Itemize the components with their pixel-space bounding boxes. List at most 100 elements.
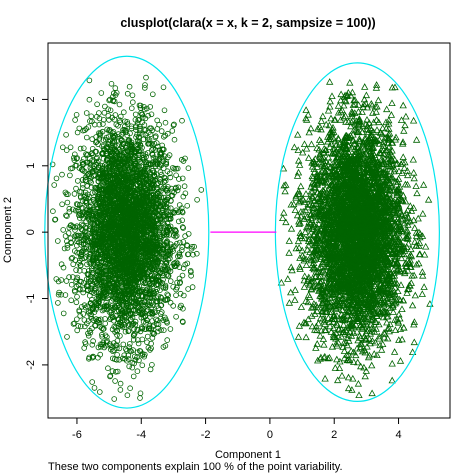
data-point xyxy=(177,239,183,246)
data-point xyxy=(73,185,79,192)
data-point xyxy=(188,272,194,279)
data-point xyxy=(182,190,189,197)
data-point xyxy=(396,357,405,364)
data-point xyxy=(125,328,132,335)
data-point xyxy=(126,344,132,350)
data-point xyxy=(124,392,131,399)
data-point xyxy=(163,200,170,207)
data-point xyxy=(198,187,205,193)
data-point xyxy=(120,341,127,348)
data-point xyxy=(185,165,192,172)
data-point xyxy=(179,244,186,251)
data-point xyxy=(122,328,129,335)
data-point xyxy=(84,134,90,141)
data-point xyxy=(139,131,146,138)
chart-title: clusplot(clara(x = x, k = 2, sampsize = … xyxy=(120,16,375,30)
data-point xyxy=(190,251,196,258)
data-point xyxy=(160,317,167,323)
data-point xyxy=(170,303,177,309)
data-point xyxy=(119,146,126,152)
data-point xyxy=(176,176,182,182)
data-point xyxy=(150,91,156,98)
data-point xyxy=(194,197,200,203)
data-point xyxy=(173,172,179,179)
data-point xyxy=(83,110,90,116)
data-point xyxy=(64,242,71,248)
data-point xyxy=(291,286,299,293)
data-point xyxy=(96,110,102,116)
data-point xyxy=(116,117,123,123)
data-point xyxy=(410,338,418,346)
data-point xyxy=(54,238,61,244)
data-point xyxy=(162,178,169,184)
data-point xyxy=(80,222,86,229)
data-point xyxy=(80,289,86,296)
data-point xyxy=(371,338,379,346)
data-point xyxy=(158,327,164,333)
data-point xyxy=(180,319,186,325)
data-point xyxy=(83,246,90,252)
data-point xyxy=(66,205,73,212)
data-point xyxy=(77,145,84,152)
data-point xyxy=(116,101,123,108)
data-point xyxy=(68,281,75,288)
data-point xyxy=(129,105,135,111)
data-point xyxy=(161,107,168,114)
data-point xyxy=(124,357,130,364)
data-point xyxy=(108,81,115,87)
data-point xyxy=(134,368,141,375)
data-point xyxy=(105,365,111,372)
data-point xyxy=(114,368,121,375)
data-point xyxy=(75,232,82,239)
data-point xyxy=(77,202,83,208)
data-point xyxy=(171,136,178,143)
data-point xyxy=(129,92,136,99)
data-point xyxy=(111,90,117,96)
data-point xyxy=(55,300,61,306)
data-point xyxy=(137,390,144,397)
data-point xyxy=(112,112,119,118)
data-point xyxy=(82,341,89,347)
data-point xyxy=(127,341,133,347)
data-point xyxy=(179,175,186,182)
data-point xyxy=(139,325,145,332)
data-point xyxy=(117,333,123,339)
data-point xyxy=(156,147,163,154)
data-point xyxy=(88,113,95,120)
data-point xyxy=(66,274,72,280)
data-point xyxy=(334,102,343,109)
data-point xyxy=(142,82,148,88)
data-point xyxy=(63,212,69,219)
data-point xyxy=(127,385,133,392)
data-point xyxy=(67,235,74,242)
data-point xyxy=(74,223,80,230)
cluster-2-points xyxy=(277,78,434,399)
data-point xyxy=(86,77,93,84)
data-point xyxy=(68,255,75,262)
data-point xyxy=(412,136,421,143)
data-point xyxy=(122,355,128,362)
data-point xyxy=(53,175,60,182)
data-point xyxy=(302,333,310,341)
data-point xyxy=(90,338,96,344)
data-point xyxy=(175,253,181,260)
data-point xyxy=(133,127,139,133)
data-point xyxy=(126,83,133,90)
data-point xyxy=(125,356,132,362)
data-point xyxy=(194,250,200,257)
data-point xyxy=(66,209,73,215)
data-point xyxy=(162,119,169,126)
data-point xyxy=(127,347,133,354)
data-point xyxy=(64,245,71,251)
data-point xyxy=(167,299,174,306)
data-point xyxy=(139,362,146,369)
data-point xyxy=(398,305,406,313)
data-point xyxy=(113,368,119,375)
data-point xyxy=(173,292,179,299)
data-point xyxy=(346,78,354,86)
data-point xyxy=(101,110,108,116)
data-point xyxy=(167,326,174,332)
data-point xyxy=(62,292,69,298)
data-point xyxy=(300,140,309,148)
data-point xyxy=(89,118,95,125)
